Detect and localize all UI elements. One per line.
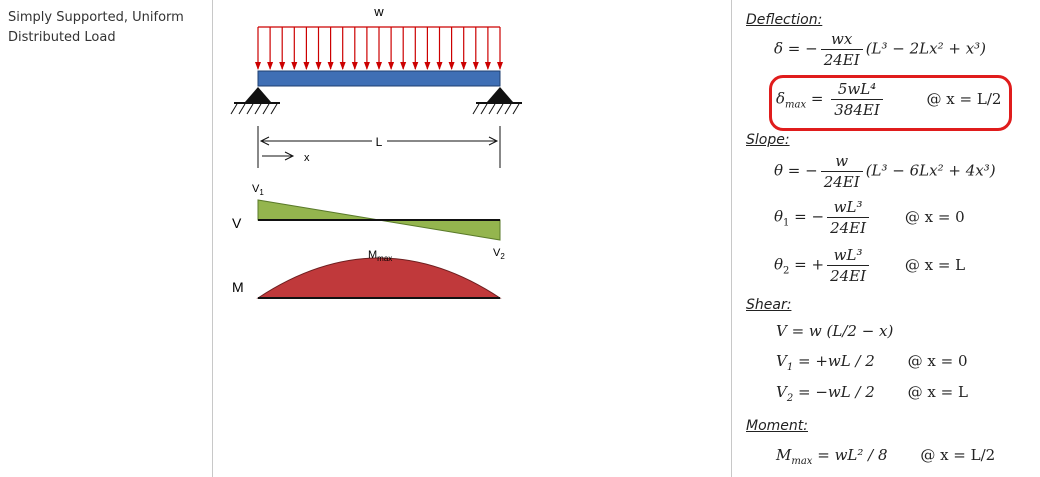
load-arrow-head (497, 62, 503, 70)
load-label: w (373, 4, 384, 19)
x-label: x (304, 152, 310, 164)
shear-formula: V = w (L/2 − x) (776, 322, 894, 340)
load-arrow-head (267, 62, 274, 70)
beam-diagram: w L x V V1 V2 M Mmax (230, 4, 522, 299)
moment-formula: Mmax = wL² / 8 @ x = L/2 (776, 446, 996, 467)
load-arrow-head (460, 62, 467, 70)
beam (257, 70, 501, 87)
moment-heading: Moment: (746, 418, 808, 434)
v2-label: V2 (493, 247, 505, 261)
length-label: L (376, 135, 383, 149)
deflection-formula: δ = − wx 24EI (L³ − 2Lx² + x³) (774, 30, 987, 69)
length-dimension (257, 126, 501, 168)
load-arrow-head (315, 62, 322, 70)
load-arrow-head (339, 62, 346, 70)
load-arrow-head (291, 62, 298, 70)
column-divider-right (731, 0, 732, 477)
column-divider-left (212, 0, 213, 477)
mmax-label: Mmax (368, 249, 392, 263)
load-arrow-head (327, 62, 334, 70)
shear-diagram-label: V (232, 215, 242, 231)
load-arrow-head (472, 62, 479, 70)
v1-label: V1 (252, 183, 264, 197)
shear-negative-region (378, 219, 501, 241)
load-arrow-head (376, 62, 382, 70)
v2-formula: V2 = −wL / 2 @ x = L (776, 383, 968, 404)
theta1-formula: θ1 = − wL³ 24EI @ x = 0 (774, 198, 965, 237)
load-arrow-head (424, 62, 431, 70)
load-arrow-head (484, 62, 491, 70)
right-support (472, 87, 522, 115)
moment-region (256, 257, 502, 299)
load-arrow-head (363, 62, 370, 70)
load-arrow-head (412, 62, 419, 70)
slope-heading: Slope: (746, 132, 790, 148)
load-arrow-head (351, 62, 358, 70)
case-title: Simply Supported, Uniform Distributed Lo… (8, 10, 184, 45)
left-support (230, 87, 280, 115)
load-arrow-head (400, 62, 407, 70)
deflection-heading: Deflection: (746, 12, 823, 28)
shear-positive-region (257, 199, 380, 221)
load-arrows (255, 27, 503, 70)
theta2-formula: θ2 = + wL³ 24EI @ x = L (774, 246, 966, 285)
v1-formula: V1 = +wL / 2 @ x = 0 (776, 352, 968, 373)
moment-diagram-label: M (232, 279, 244, 295)
load-arrow-head (279, 62, 286, 70)
max-deflection-highlight (769, 75, 1012, 131)
load-arrow-head (303, 62, 310, 70)
max-deflection-formula: δmax = 5wL⁴ 384EI @ x = L/2 (776, 80, 1002, 119)
slope-formula: θ = − w 24EI (L³ − 6Lx² + 4x³) (774, 152, 996, 191)
load-arrow-head (388, 62, 395, 70)
load-arrow-head (436, 62, 443, 70)
load-arrow-head (255, 62, 261, 70)
load-arrow-head (448, 62, 455, 70)
shear-heading: Shear: (746, 297, 792, 313)
